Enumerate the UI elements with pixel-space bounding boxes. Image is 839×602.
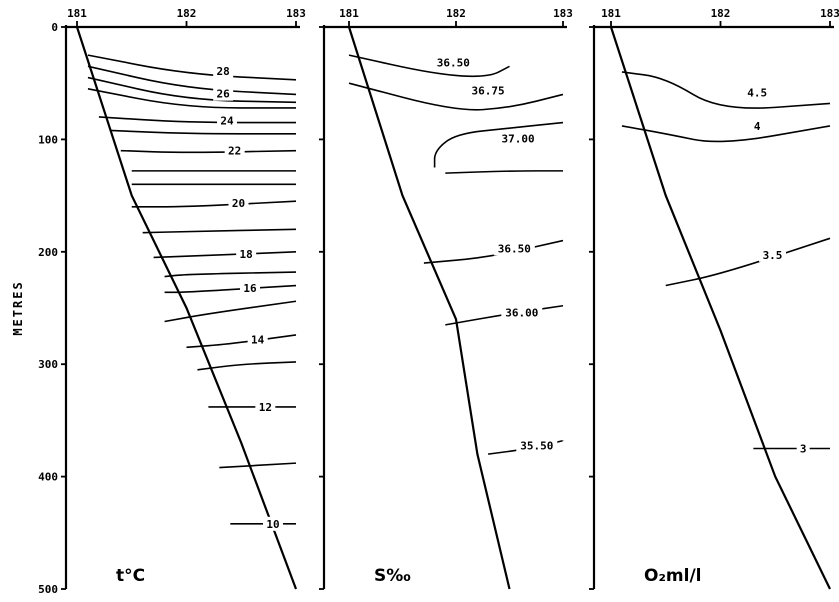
- contour-label-bg: [213, 64, 234, 79]
- y-axis-title: METRES: [11, 280, 25, 335]
- contour-label: 4: [754, 120, 761, 133]
- y-tick-label: 400: [38, 471, 58, 484]
- contour-label-bg: [217, 113, 238, 128]
- contour-line: [348, 82, 564, 111]
- y-tick-label: 100: [38, 133, 58, 146]
- contour-line: [445, 170, 563, 174]
- x-tick-label: 182: [711, 7, 731, 20]
- contour-label-bg: [743, 85, 771, 100]
- contour-label: 22: [228, 145, 241, 158]
- contour-label: 18: [240, 248, 253, 261]
- contour-label: 4.5: [747, 86, 767, 99]
- contour-line: [197, 361, 297, 371]
- contour-label-bg: [493, 241, 535, 256]
- contour-line: [120, 149, 297, 154]
- x-tick-label: 183: [820, 7, 839, 20]
- contour-label: 28: [217, 65, 230, 78]
- x-tick-label: 183: [286, 7, 306, 20]
- contour-line: [621, 125, 831, 143]
- contour-label-bg: [501, 305, 543, 320]
- contour-label-bg: [213, 86, 234, 101]
- contour-line: [98, 116, 296, 124]
- contour-line: [164, 300, 297, 323]
- contour-label: 37.00: [501, 132, 534, 145]
- contour-label: 24: [220, 115, 234, 128]
- contour-label: 20: [232, 197, 245, 210]
- contour-line: [131, 200, 297, 208]
- contour-label-bg: [750, 118, 764, 133]
- contour-line: [87, 88, 296, 109]
- panel-3: 181 182 183 4.5 4 3.5 3 O₂ml/l: [589, 7, 839, 590]
- panel-2-bottom-profile: [347, 26, 511, 590]
- panel-2-title: S‰: [374, 566, 411, 586]
- contour-label: 26: [217, 88, 231, 101]
- contour-line: [153, 251, 297, 259]
- panel-1-bottom-profile: [75, 26, 298, 590]
- contour-line: [142, 228, 297, 234]
- contour-label-bg: [240, 280, 261, 295]
- contour-label: 3: [800, 443, 807, 456]
- panel-1-title: t°C: [116, 566, 145, 586]
- panel-3-bottom-profile: [609, 26, 831, 590]
- contour-label-bg: [224, 143, 245, 158]
- contour-label: 16: [243, 282, 257, 295]
- contour-line: [665, 237, 831, 287]
- contour-label-bg: [255, 399, 276, 414]
- contour-label-bg: [497, 131, 539, 146]
- contour-line: [621, 71, 831, 109]
- panel-3-title: O₂ml/l: [644, 566, 701, 586]
- contour-line: [164, 284, 297, 294]
- panel-1: 0 100 200 300 400 500 181 182 183 28 26 24 22 20 18 16 1…: [38, 7, 306, 596]
- y-tick-label: 500: [38, 583, 58, 596]
- contour-label: 12: [259, 401, 272, 414]
- contour-label: 36.00: [505, 306, 538, 319]
- contour-label: 36.75: [472, 85, 505, 98]
- x-tick-label: 182: [177, 7, 197, 20]
- contour-line: [423, 239, 564, 264]
- contour-label: 36.50: [498, 242, 531, 255]
- y-tick-label: 300: [38, 358, 58, 371]
- contour-label: 10: [266, 518, 279, 531]
- contour-label-bg: [516, 438, 558, 453]
- contour-label-bg: [228, 196, 249, 211]
- panel-2: 181 182 183 36.50 36.75 37.00 36.50 36.00 35.50 S…: [319, 7, 573, 590]
- y-tick-label: 200: [38, 246, 58, 259]
- x-tick-label: 183: [553, 7, 573, 20]
- contour-line: [87, 65, 297, 96]
- contour-label-bg: [796, 441, 810, 456]
- x-tick-label: 181: [339, 7, 359, 20]
- x-tick-label: 181: [601, 7, 621, 20]
- contour-line: [87, 76, 297, 104]
- contour-line: [87, 54, 297, 81]
- contour-label-bg: [263, 516, 284, 531]
- contour-line: [186, 334, 297, 349]
- contour-line: [348, 54, 510, 78]
- contour-label-bg: [432, 55, 474, 70]
- contour-line: [109, 129, 296, 135]
- contour-line: [219, 462, 297, 469]
- y-tick-label: 0: [51, 21, 58, 34]
- x-tick-label: 181: [67, 7, 87, 20]
- contour-label: 35.50: [520, 439, 553, 452]
- contour-line: [433, 121, 564, 168]
- contour-label-bg: [759, 247, 787, 262]
- contour-line: [164, 271, 297, 278]
- contour-label-bg: [247, 332, 268, 347]
- contour-label-bg: [236, 246, 257, 261]
- contour-label: 3.5: [763, 249, 783, 262]
- contour-label: 14: [251, 333, 265, 346]
- contour-label: 36.50: [437, 56, 470, 69]
- x-tick-label: 182: [446, 7, 466, 20]
- contour-label-bg: [467, 83, 509, 98]
